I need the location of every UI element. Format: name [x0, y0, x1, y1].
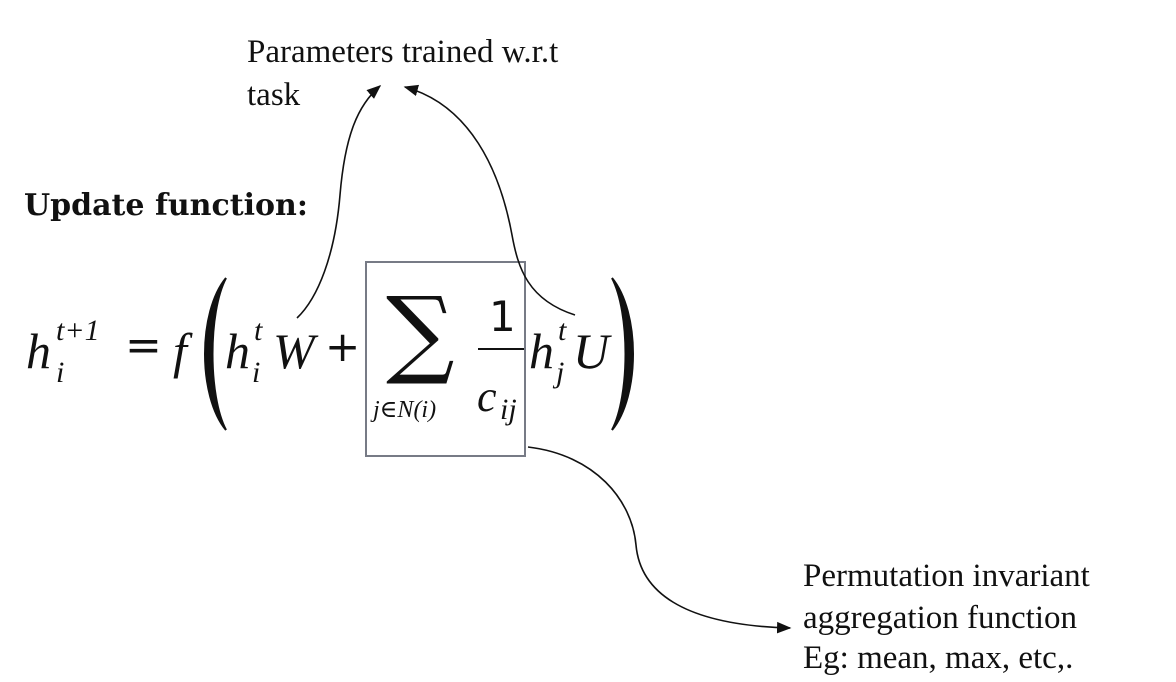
- eq-sum-limits: j∈N(i): [373, 397, 437, 423]
- eq-fraction-denominator-c: c: [477, 372, 497, 421]
- update-function-heading: Update function:: [24, 188, 308, 223]
- arrow-box-to-aggregation: [527, 446, 792, 634]
- eq-U: U: [573, 323, 610, 379]
- eq-plus: +: [325, 322, 361, 371]
- aggregation-note-line1: Permutation invariant: [803, 558, 1090, 594]
- eq-h-first: h: [225, 323, 250, 379]
- left-parenthesis: [204, 277, 227, 431]
- eq-sub-i-lhs: i: [56, 356, 65, 389]
- eq-equals: =: [125, 320, 162, 371]
- eq-fraction-numerator: 1: [489, 292, 516, 341]
- eq-sup-t-second: t: [558, 314, 567, 347]
- aggregation-highlight-box: [365, 261, 526, 457]
- parameters-note-line2: task: [247, 77, 301, 113]
- aggregation-note-line2: aggregation function: [803, 600, 1077, 636]
- right-parenthesis: [611, 277, 634, 431]
- eq-sub-j-second: j: [556, 356, 565, 389]
- eq-fraction-denominator-ij: ij: [500, 393, 517, 426]
- eq-sup-t-first: t: [254, 314, 263, 347]
- eq-W: W: [273, 323, 315, 379]
- eq-sub-i-first: i: [252, 356, 261, 389]
- aggregation-note-line3: Eg: mean, max, etc,.: [803, 640, 1074, 676]
- eq-sup-t-plus-1: t+1: [56, 314, 100, 347]
- eq-h-second: h: [529, 323, 554, 379]
- arrow-U-to-parameters: [403, 84, 576, 316]
- eq-h-lhs: h: [26, 323, 51, 379]
- eq-summation-sign: ∑: [386, 276, 455, 388]
- eq-f: f: [173, 323, 187, 379]
- parameters-note-line1: Parameters trained w.r.t: [247, 34, 559, 70]
- arrow-W-to-parameters: [296, 85, 382, 319]
